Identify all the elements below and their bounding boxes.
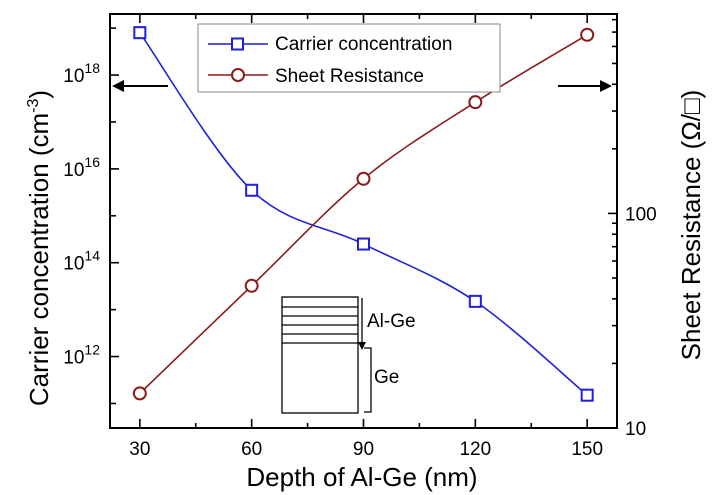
left-tick-label: 1014 [63, 248, 100, 275]
x-tick-label: 90 [353, 439, 374, 460]
inset-bracket-arrowhead [358, 342, 366, 350]
y-axis-title-right: Sheet Resistance (Ω/□) [676, 90, 706, 361]
carrier-concentration-point [580, 388, 594, 402]
legend-label-sheet: Sheet Resistance [275, 66, 424, 87]
inset-outline [281, 296, 359, 414]
left-tick-exp: 16 [84, 154, 100, 170]
legend-label-carrier: Carrier concentration [275, 34, 452, 55]
x-tick-label: 60 [241, 439, 262, 460]
right-tick-label: 100 [625, 204, 657, 225]
x-tick-label: 150 [571, 439, 603, 460]
left-tick-base: 10 [63, 348, 84, 369]
x-tick-label: 30 [129, 439, 150, 460]
sheet-resistance-point [244, 278, 259, 293]
markers-group [132, 26, 595, 402]
axis-titles: Depth of Al-Ge (nm) Carrier concentratio… [24, 90, 706, 492]
legend: Carrier concentration Sheet Resistance [197, 23, 501, 93]
y-axis-title-left: Carrier concentration (cm-3) [24, 90, 54, 406]
right-axis-arrowhead [600, 80, 612, 92]
x-tick-label: 120 [459, 439, 491, 460]
inset-ge-bracket [364, 347, 372, 413]
legend-box [197, 23, 501, 93]
inset-label-al-ge: Al-Ge [367, 311, 416, 332]
carrier-concentration-point [357, 237, 370, 251]
carrier-concentration-point [468, 294, 482, 308]
inset-label-ge: Ge [374, 367, 399, 388]
left-tick-base: 10 [63, 66, 84, 87]
left-tick-label: 1016 [63, 154, 100, 181]
left-tick-label: 1012 [63, 342, 100, 369]
y-axis-title-left-main: Carrier concentration (cm [24, 113, 54, 406]
left-tick-base: 10 [63, 254, 84, 275]
left-axis-arrowhead [112, 80, 124, 92]
right-tick-label: 10 [625, 419, 646, 440]
sheet-resistance-point [580, 27, 595, 42]
left-tick-exp: 18 [84, 60, 100, 76]
sheet-resistance-point [132, 386, 147, 401]
y-axis-title-left-close: ) [24, 90, 54, 99]
layer-stack-inset: Al-Ge Ge [281, 296, 416, 414]
y-axis-title-left-sup: -3 [25, 98, 42, 112]
annotations-group [112, 80, 612, 92]
left-tick-base: 10 [63, 160, 84, 181]
left-tick-exp: 12 [84, 342, 100, 358]
left-tick-label: 1018 [63, 60, 100, 87]
carrier-concentration-point [133, 26, 147, 40]
legend-marker-sheet [231, 68, 245, 82]
legend-marker-carrier [231, 37, 244, 51]
sheet-resistance-point [468, 95, 483, 110]
x-axis-title: Depth of Al-Ge (nm) [246, 462, 477, 492]
carrier-concentration-point [245, 183, 259, 197]
sheet-resistance-point [356, 171, 371, 186]
left-tick-exp: 14 [84, 248, 100, 264]
